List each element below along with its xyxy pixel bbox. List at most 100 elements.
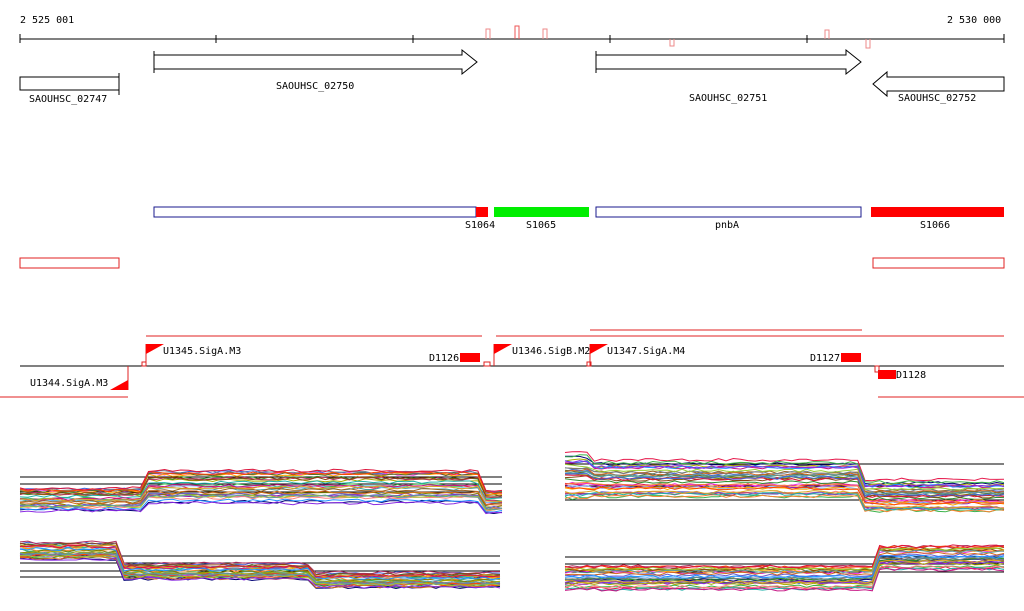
promoter-label: U1344.SigA.M3	[30, 378, 108, 389]
coverage-mark	[485, 28, 491, 39]
expression-profile-line	[564, 559, 1005, 584]
expression-profile-line	[19, 480, 503, 500]
gene-SAOUHSC_02750[interactable]: SAOUHSC_02750	[153, 48, 478, 92]
ruler-start-label: 2 525 001	[20, 15, 74, 26]
segment-label: S1065	[526, 220, 556, 231]
gene-SAOUHSC_02747[interactable]: SAOUHSC_02747	[19, 73, 120, 105]
gene-track: SAOUHSC_02747 SAOUHSC_02750 SAOUHSC_0275…	[19, 48, 1005, 105]
terminator-label: D1128	[896, 370, 926, 381]
expression-profile-line	[564, 463, 1005, 491]
promoter-U1346[interactable]: U1346.SigB.M2	[493, 344, 590, 366]
gene-arrow-forward	[153, 48, 478, 76]
promoter-flag-icon	[590, 344, 608, 354]
expression-profile-line	[19, 541, 501, 576]
expression-profile-line	[564, 492, 1005, 511]
expression-profile-line	[564, 454, 1005, 485]
expression-profile-line	[564, 486, 1005, 506]
gene-arrow-forward	[595, 48, 862, 76]
segment-S1064[interactable]	[476, 207, 488, 217]
coverage-mark	[514, 25, 520, 39]
expression-profile-line	[19, 468, 503, 492]
expression-profile-line	[19, 557, 501, 589]
expression-profile-line	[564, 490, 1005, 509]
terminator-D1127[interactable]: D1127	[810, 353, 861, 364]
expression-profile-line	[564, 551, 1005, 576]
coverage-mark	[824, 29, 830, 39]
connector-mark	[141, 361, 147, 367]
expression-profile-line	[19, 501, 503, 515]
expression-profile-line	[564, 460, 1005, 488]
expression-profile-line	[19, 546, 501, 581]
expression-profile-line	[564, 546, 1005, 571]
transcription-unit-track: U1344.SigA.M3 U1345.SigA.M3 U1346.SigB.M…	[0, 329, 1024, 398]
promoter-flag-icon	[146, 344, 164, 354]
segment-outline-box[interactable]	[153, 206, 477, 218]
gene-SAOUHSC_02751[interactable]: SAOUHSC_02751	[595, 48, 862, 104]
gene-SAOUHSC_02752[interactable]: SAOUHSC_02752	[872, 70, 1005, 104]
expression-profile-line	[19, 490, 502, 506]
terminator-block	[460, 353, 480, 362]
expression-profile-line	[20, 544, 501, 578]
promoter-U1347[interactable]: U1347.SigA.M4	[589, 344, 685, 366]
expression-panel-bottom-left	[19, 540, 501, 590]
expression-profile-line	[564, 567, 1005, 592]
segment-pnbA[interactable]	[595, 206, 862, 218]
promoter-U1344[interactable]: U1344.SigA.M3	[30, 366, 129, 390]
gene-arrow-reverse	[872, 70, 1005, 98]
antisense-box[interactable]	[19, 257, 120, 269]
expression-profile-line	[19, 554, 501, 587]
terminator-block	[841, 353, 861, 362]
expression-panel-top-right	[564, 451, 1005, 513]
expression-profile-line	[19, 472, 503, 494]
expression-profile-line	[564, 460, 1005, 489]
segment-S1065[interactable]	[494, 207, 589, 217]
expression-profile-line	[19, 485, 502, 502]
expression-profile-line	[19, 476, 503, 497]
expression-profile-line	[564, 468, 1005, 494]
segment-S1066[interactable]	[871, 207, 1004, 217]
expression-panel-bottom-right	[564, 544, 1005, 592]
expression-profile-line	[19, 542, 501, 576]
expression-profile-line	[564, 451, 1005, 482]
expression-profile-line	[564, 473, 1005, 497]
expression-profile-line	[19, 476, 503, 498]
segment-track: S1064 S1065 pnbA S1066	[153, 206, 1004, 231]
promoter-flag-icon	[110, 380, 128, 390]
terminator-block	[878, 370, 896, 379]
connector-mark	[483, 361, 491, 367]
expression-panel-top-left	[19, 468, 503, 515]
promoter-flag-icon	[494, 344, 512, 354]
promoter-label: U1345.SigA.M3	[163, 346, 241, 357]
gene-label: SAOUHSC_02747	[29, 94, 107, 105]
gene-box	[19, 76, 120, 91]
terminator-D1126[interactable]: D1126	[429, 353, 480, 364]
coverage-mark	[865, 39, 871, 49]
expression-profile-line	[564, 554, 1005, 579]
expression-profile-line	[564, 549, 1005, 574]
expression-profile-line	[19, 484, 503, 503]
expression-profile-line	[564, 564, 1005, 589]
antisense-box[interactable]	[872, 257, 1005, 269]
expression-profile-line	[564, 494, 1005, 513]
expression-profile-line	[19, 544, 501, 578]
terminator-label: D1126	[429, 353, 459, 364]
expression-profile-line	[19, 494, 503, 511]
connector-mark	[874, 365, 880, 373]
coverage-mark	[669, 39, 675, 47]
antisense-track	[19, 257, 1005, 269]
promoter-label: U1346.SigB.M2	[512, 346, 590, 357]
gene-label: SAOUHSC_02750	[276, 81, 354, 92]
coordinate-ruler: 2 525 001 2 530 000	[19, 15, 1005, 49]
terminator-label: D1127	[810, 353, 840, 364]
segment-label: S1066	[920, 220, 950, 231]
expression-profile-line	[19, 552, 501, 585]
segment-label: S1064	[465, 220, 495, 231]
connector-mark	[586, 361, 592, 367]
promoter-U1345[interactable]: U1345.SigA.M3	[145, 344, 241, 366]
ruler-end-label: 2 530 000	[947, 15, 1001, 26]
terminator-D1128[interactable]: D1128	[878, 370, 926, 381]
coverage-mark	[542, 28, 548, 39]
gene-label: SAOUHSC_02752	[898, 93, 976, 104]
